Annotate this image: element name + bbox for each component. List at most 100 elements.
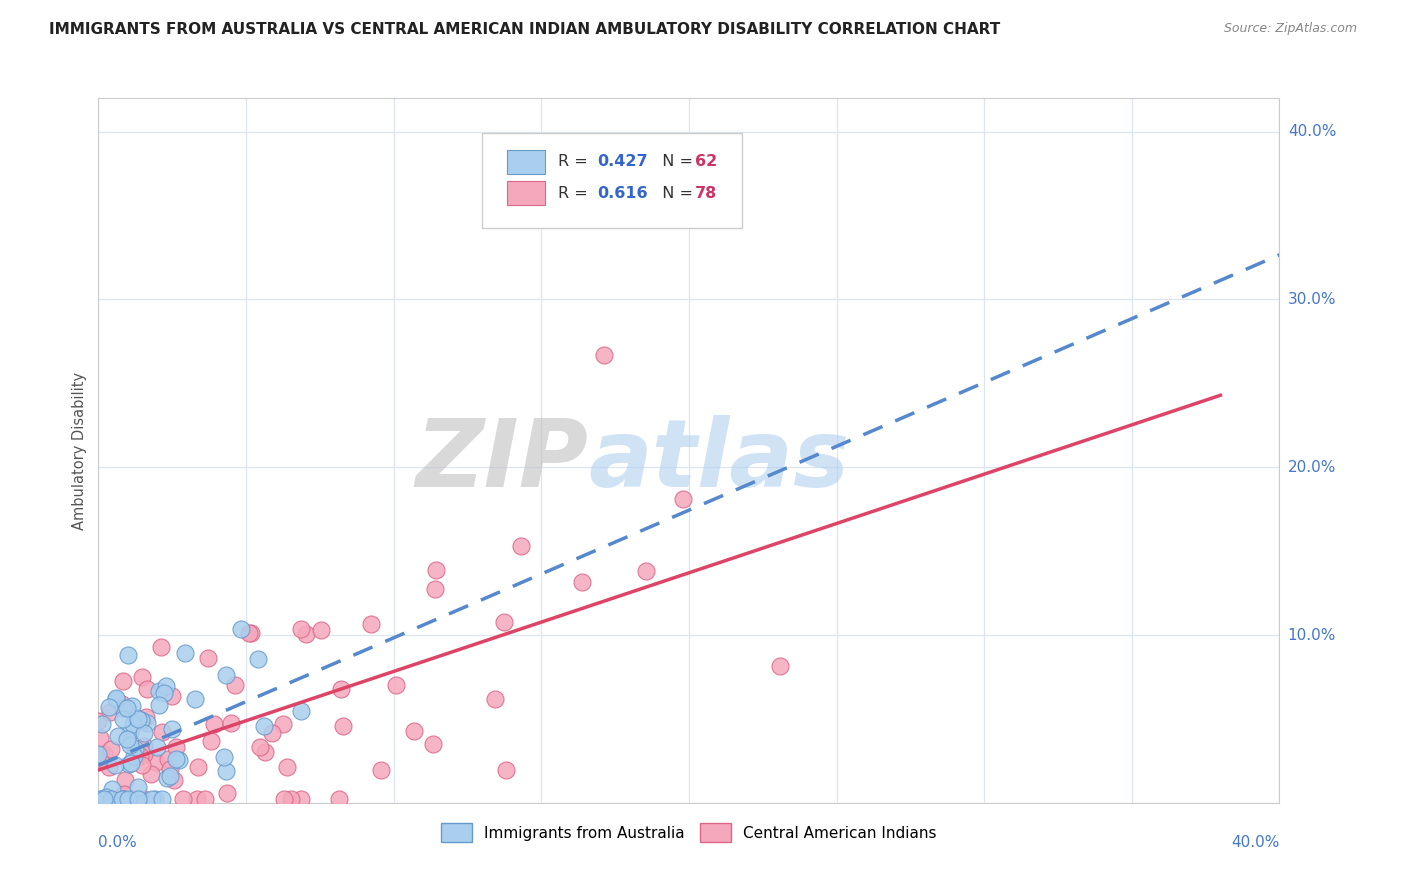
Point: [129, 713, 152, 727]
Point: [160, 689, 183, 703]
Text: 62: 62: [695, 154, 717, 169]
Point: [215, 668, 238, 682]
Point: [194, 792, 217, 806]
FancyBboxPatch shape: [482, 134, 742, 228]
Point: [280, 792, 302, 806]
Point: [89, 731, 111, 746]
Point: [100, 792, 122, 806]
Point: [124, 748, 146, 763]
Point: [117, 648, 139, 662]
Point: [146, 739, 169, 754]
Point: [229, 622, 252, 636]
Point: [135, 709, 157, 723]
Point: [100, 742, 122, 756]
Point: [156, 771, 179, 785]
Point: [148, 683, 170, 698]
Point: [105, 792, 128, 806]
Point: [769, 659, 792, 673]
Text: R =: R =: [558, 186, 593, 201]
Point: [276, 760, 298, 774]
Point: [121, 698, 143, 713]
Point: [153, 686, 176, 700]
Point: [328, 792, 350, 806]
Point: [98, 699, 121, 714]
Point: [311, 623, 333, 637]
Point: [94, 789, 117, 804]
Point: [200, 734, 222, 748]
FancyBboxPatch shape: [508, 181, 546, 205]
Point: [105, 691, 128, 706]
Point: [214, 749, 236, 764]
Point: [114, 773, 136, 788]
Point: [423, 582, 446, 597]
Point: [120, 739, 142, 753]
Point: [150, 792, 173, 806]
Point: [139, 767, 162, 781]
Point: [91, 717, 114, 731]
Point: [100, 792, 122, 806]
Point: [290, 792, 312, 806]
Point: [295, 627, 318, 641]
Point: [246, 652, 269, 666]
Point: [128, 792, 150, 806]
Text: ZIP: ZIP: [416, 415, 589, 507]
Text: atlas: atlas: [589, 415, 849, 507]
Point: [111, 673, 134, 688]
Point: [671, 492, 693, 507]
Point: [159, 762, 181, 776]
Point: [112, 787, 135, 801]
Point: [91, 792, 114, 806]
Point: [117, 792, 139, 806]
Point: [136, 716, 159, 731]
Text: Source: ZipAtlas.com: Source: ZipAtlas.com: [1223, 22, 1357, 36]
Point: [91, 792, 114, 806]
Point: [186, 792, 208, 806]
Point: [93, 792, 115, 806]
Point: [127, 780, 149, 794]
Point: [215, 764, 238, 779]
Point: [149, 640, 172, 654]
Point: [132, 739, 155, 753]
Point: [160, 722, 183, 736]
Point: [174, 646, 197, 660]
Point: [141, 792, 163, 806]
Point: [104, 691, 127, 706]
Point: [120, 756, 142, 770]
Point: [120, 724, 142, 739]
Point: [127, 747, 149, 762]
Point: [118, 757, 141, 772]
Point: [495, 764, 517, 778]
Point: [239, 626, 262, 640]
Point: [148, 698, 170, 712]
Text: 10.0%: 10.0%: [1288, 627, 1336, 642]
Point: [145, 755, 167, 769]
Point: [111, 698, 134, 712]
Point: [98, 705, 121, 719]
Point: [97, 792, 120, 806]
Point: [384, 678, 406, 692]
Point: [100, 792, 122, 806]
Point: [484, 691, 506, 706]
Point: [127, 712, 149, 726]
Point: [330, 681, 353, 696]
Point: [104, 792, 127, 806]
Legend: Immigrants from Australia, Central American Indians: Immigrants from Australia, Central Ameri…: [436, 817, 942, 848]
Point: [134, 747, 156, 761]
Point: [172, 792, 194, 806]
Point: [425, 563, 447, 577]
Point: [273, 717, 295, 731]
Point: [101, 782, 124, 797]
Point: [224, 678, 246, 692]
Point: [253, 719, 276, 733]
Point: [254, 745, 277, 759]
Point: [370, 763, 392, 777]
Text: 0.427: 0.427: [596, 154, 647, 169]
Point: [131, 670, 153, 684]
Point: [404, 724, 426, 739]
Point: [422, 737, 444, 751]
Point: [184, 692, 207, 706]
Text: N =: N =: [652, 154, 699, 169]
Point: [89, 792, 111, 806]
Point: [87, 747, 110, 761]
Text: 0.0%: 0.0%: [98, 835, 138, 849]
